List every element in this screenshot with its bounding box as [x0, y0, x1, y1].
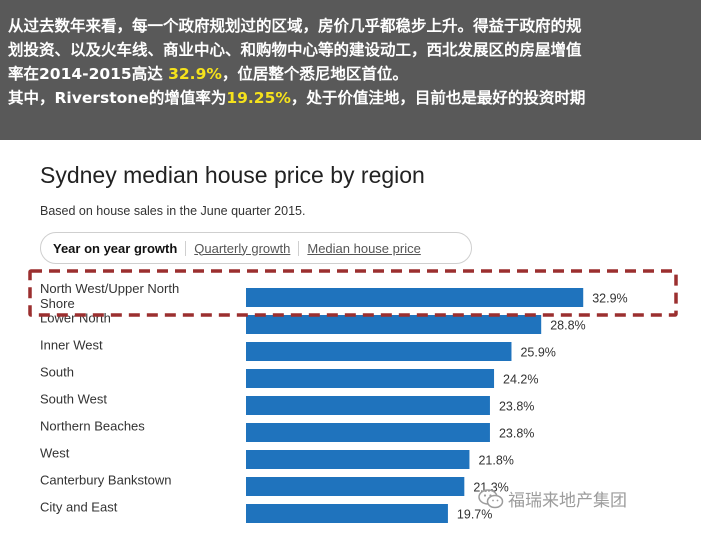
bar-value-label-8: 19.7%	[457, 508, 492, 522]
bar-2	[246, 342, 512, 361]
category-label-8: City and East	[40, 500, 118, 515]
bar-4	[246, 396, 490, 415]
bar-3	[246, 369, 495, 388]
highlight-box	[28, 269, 678, 317]
banner-line-2: 划投资、以及火车线、商业中心、和购物中心等的建设动工，西北发展区的房屋增值	[8, 41, 582, 59]
wechat-icon	[478, 488, 504, 508]
chart-title: Sydney median house price by region	[40, 162, 425, 188]
tab-year-on-year-growth[interactable]: Year on year growth	[53, 240, 178, 256]
watermark-text: 福瑞来地产集团	[508, 491, 627, 511]
bar-7	[246, 477, 465, 496]
category-label-3: South	[40, 365, 74, 380]
chart-tab-bar: Year on year growth Quarterly growth Med…	[40, 232, 472, 264]
banner-line-3-tail: ，位居整个悉尼地区首位。	[221, 65, 408, 83]
tab-quarterly-growth[interactable]: Quarterly growth	[185, 240, 298, 256]
chart-subtitle: Based on house sales in the June quarter…	[40, 204, 306, 218]
banner-line-1: 从过去数年来看，每一个政府规划过的区域，房价几乎都稳步上升。得益于政府的规	[8, 17, 582, 35]
category-label-7: Canterbury Bankstown	[40, 473, 172, 488]
banner-line-3: 率在2014-2015高达 32.9%，位居整个悉尼地区首位。	[8, 62, 691, 86]
banner-line-4-tail: ，处于价值洼地，目前也是最好的投资时期	[290, 89, 586, 107]
bar-value-label-6: 21.8%	[478, 454, 513, 468]
tab-median-house-price[interactable]: Median house price	[298, 240, 428, 256]
banner-line-4-text: 其中，Riverstone的增值率为	[8, 89, 227, 107]
bar-value-label-3: 24.2%	[503, 373, 538, 387]
category-label-6: West	[40, 446, 70, 461]
bar-value-label-1: 28.8%	[550, 319, 585, 333]
bar-0	[246, 288, 584, 307]
category-label-5: Northern Beaches	[40, 419, 145, 434]
bar-value-label-5: 23.8%	[499, 427, 534, 441]
bar-value-label-2: 25.9%	[520, 346, 555, 360]
banner-line-4: 其中，Riverstone的增值率为19.25%，处于价值洼地，目前也是最好的投…	[8, 86, 691, 110]
intro-banner: 从过去数年来看，每一个政府规划过的区域，房价几乎都稳步上升。得益于政府的规 划投…	[0, 0, 701, 140]
banner-line-3-text: 率在2014-2015高达	[8, 65, 169, 83]
bar-5	[246, 423, 490, 442]
bar-6	[246, 450, 470, 469]
bar-value-label-4: 23.8%	[499, 400, 534, 414]
category-label-0: North West/Upper North Shore	[40, 281, 179, 311]
category-label-1: Lower North	[40, 311, 111, 326]
banner-highlight-rate: 32.9%	[168, 65, 222, 83]
bar-1	[246, 315, 542, 334]
category-label-2: Inner West	[40, 338, 103, 353]
bar-8	[246, 504, 448, 523]
banner-highlight-riverstone: 19.25%	[226, 89, 291, 107]
bar-value-label-0: 32.9%	[592, 292, 627, 306]
watermark: 福瑞来地产集团	[478, 486, 627, 511]
category-label-4: South West	[40, 392, 107, 407]
